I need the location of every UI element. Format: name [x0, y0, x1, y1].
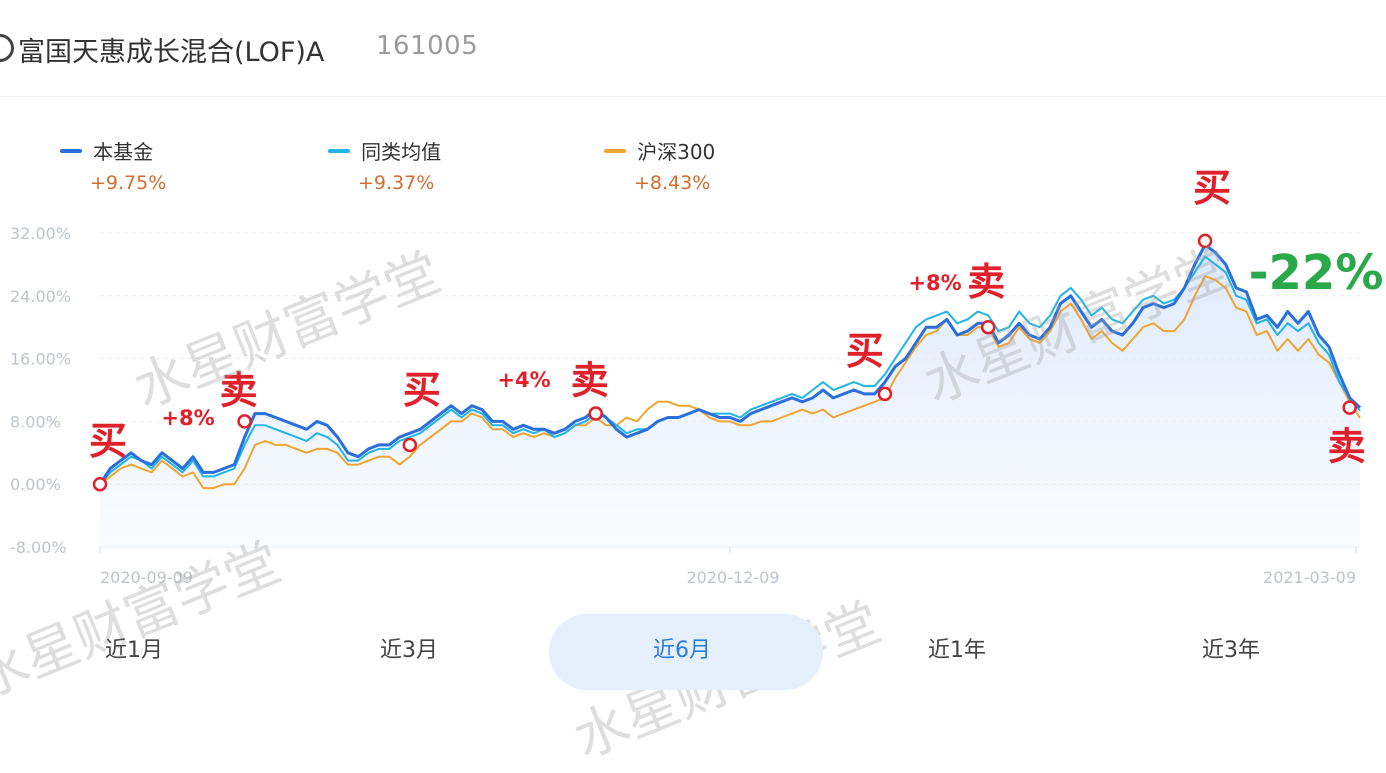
- legend-name-peer-average: 同类均值: [361, 140, 442, 164]
- buy-label: 买: [846, 329, 884, 373]
- legend-item-fund[interactable]: 本基金 +9.75%: [60, 136, 166, 194]
- tab-1-month[interactable]: 近1月: [105, 638, 163, 663]
- sell-label: 卖: [967, 260, 1005, 304]
- gain-label: +8%: [161, 406, 214, 430]
- tab-active-background: [549, 614, 823, 690]
- sell-marker: [980, 319, 996, 335]
- y-tick-label: 24.00%: [10, 287, 71, 306]
- buy-marker: [402, 437, 418, 453]
- x-tick-label: 2020-09-09: [100, 568, 193, 587]
- legend-name-csi300: 沪深300: [637, 140, 716, 164]
- fund-name: 富国天惠成长混合(LOF)A: [18, 37, 325, 68]
- sell-label: 卖: [571, 359, 609, 403]
- buy-label: 买: [89, 419, 127, 463]
- legend-value-peer-average: +9.37%: [358, 172, 435, 194]
- sell-marker: [1342, 400, 1357, 415]
- legend-swatch-peer-average: [328, 148, 350, 153]
- gain-label: +4%: [497, 368, 550, 392]
- peer-average-line: [99, 255, 1361, 485]
- tab-6-months[interactable]: 近6月: [653, 638, 711, 663]
- csi300-line: [99, 275, 1361, 490]
- y-tick-label: 8.00%: [10, 412, 61, 431]
- legend-item-csi300[interactable]: 沪深300 +8.43%: [604, 136, 716, 194]
- buy-marker: [92, 476, 108, 492]
- fund-area: [100, 244, 1360, 548]
- legend-value-csi300: +8.43%: [634, 172, 711, 194]
- x-tick-label: 2020-12-09: [687, 568, 780, 587]
- sell-label: 卖: [1328, 425, 1366, 469]
- period-tabs: 近1月 近3月 近6月 近1年 近3年: [0, 604, 1386, 697]
- drop-label: -22%: [1249, 245, 1384, 301]
- fund-header: 富国天惠成长混合(LOF)A 161005: [0, 0, 1386, 97]
- fund-line: [98, 243, 1362, 486]
- buy-marker: [1197, 233, 1213, 249]
- tab-3-months[interactable]: 近3月: [380, 638, 438, 663]
- y-tick-label: 0.00%: [10, 475, 61, 494]
- tab-3-years[interactable]: 近3年: [1202, 638, 1260, 663]
- buy-label: 买: [1193, 166, 1231, 210]
- gain-label: +8%: [908, 271, 961, 295]
- buy-marker: [877, 386, 893, 402]
- x-tick-label: 2021-03-09: [1263, 568, 1356, 587]
- buy-label: 买: [403, 368, 441, 412]
- legend-name-fund: 本基金: [93, 140, 154, 164]
- sell-label: 卖: [220, 368, 258, 412]
- legend-value-fund: +9.75%: [90, 172, 167, 194]
- tab-1-year[interactable]: 近1年: [928, 638, 986, 663]
- fund-code: 161005: [376, 31, 479, 61]
- legend-swatch-csi300: [604, 148, 626, 153]
- sell-marker: [588, 406, 603, 421]
- y-tick-label: -8.00%: [10, 538, 67, 557]
- y-tick-label: 32.00%: [10, 224, 71, 243]
- sell-marker: [237, 414, 252, 429]
- legend-swatch-fund: [60, 148, 82, 153]
- legend-item-peer-average[interactable]: 同类均值 +9.37%: [328, 136, 442, 194]
- performance-chart[interactable]: 32.00% 24.00% 16.00% 8.00% 0.00% -8.00% 2020-0…: [0, 0, 1386, 604]
- y-tick-label: 16.00%: [10, 350, 71, 369]
